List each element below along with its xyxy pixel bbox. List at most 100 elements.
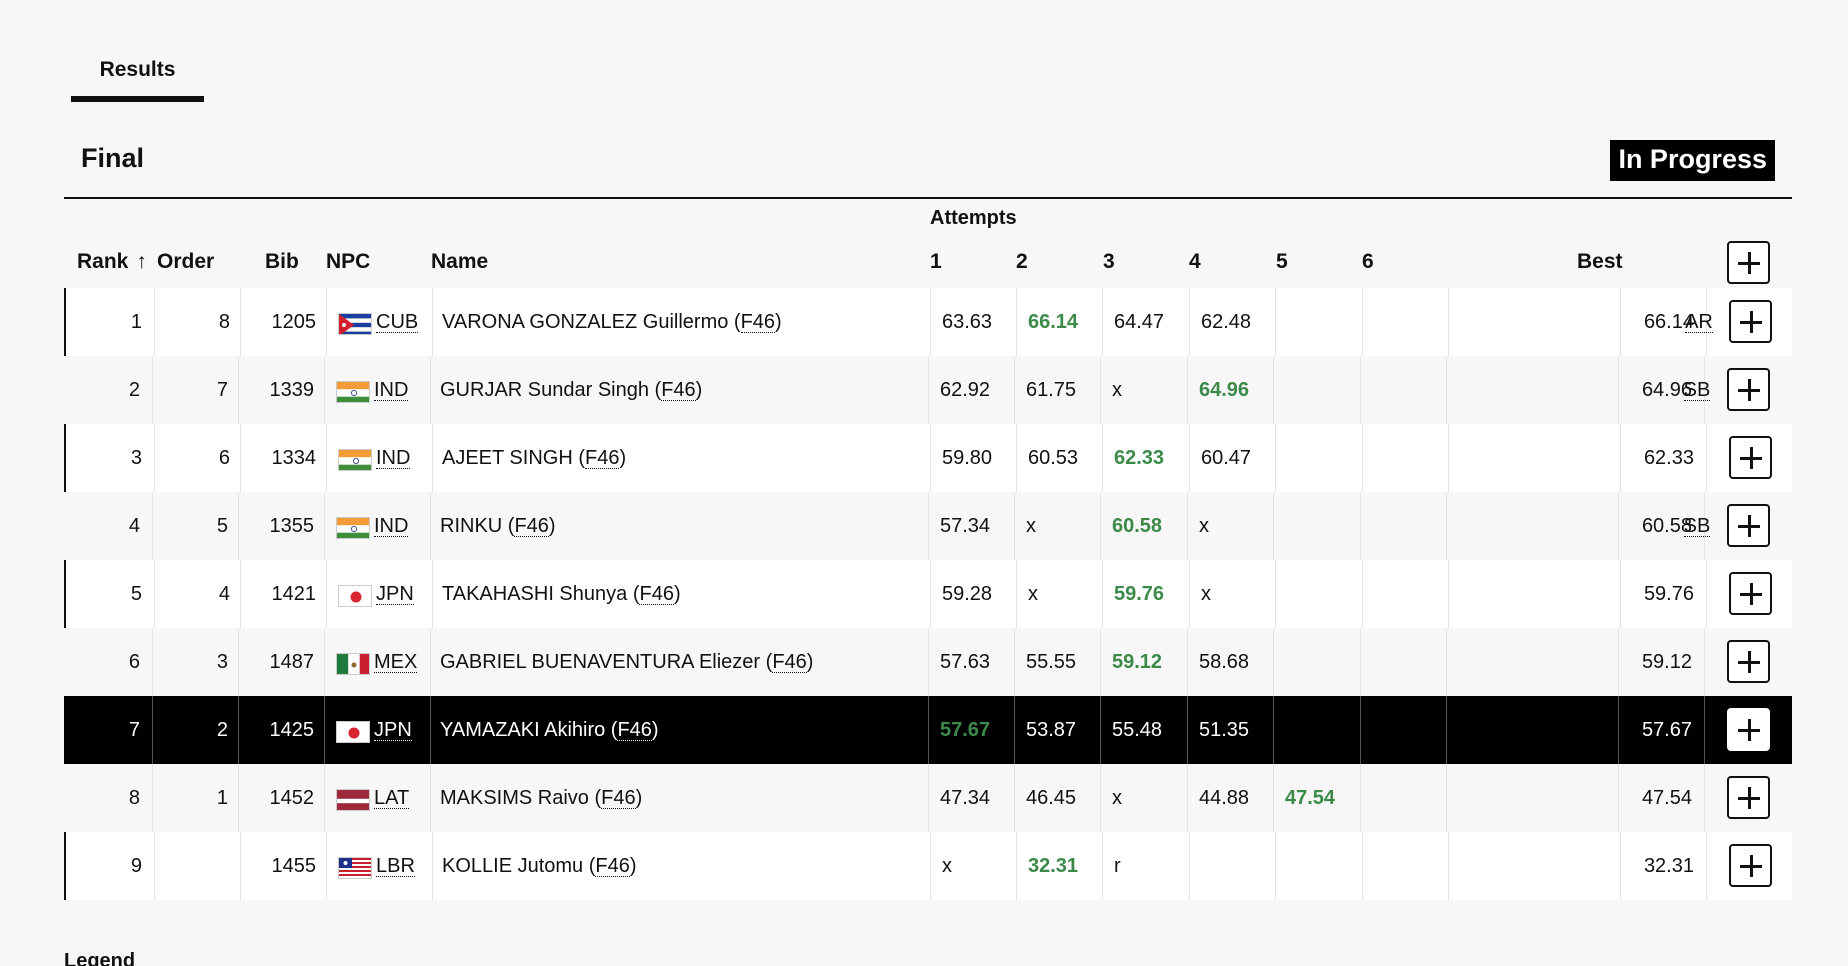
attempt-3-cell: 64.47 <box>1114 311 1165 333</box>
column-separator <box>1275 424 1276 492</box>
sport-class[interactable]: F46 <box>585 447 620 469</box>
npc-cell[interactable]: MEX <box>374 628 418 696</box>
table-row: 5 4 1421 JPN TAKAHASHI Shunya (F46) 59.28 x 59.… <box>64 560 1792 628</box>
npc-code[interactable]: JPN <box>376 583 414 605</box>
column-header-order[interactable]: Order <box>157 250 215 273</box>
best-cell: 62.33 <box>1643 447 1694 469</box>
column-separator <box>1273 628 1274 696</box>
npc-code[interactable]: IND <box>374 379 409 401</box>
column-separator <box>1187 696 1188 764</box>
column-separator <box>1014 696 1015 764</box>
npc-cell[interactable]: IND <box>374 356 409 424</box>
record-cell: SB <box>1670 356 1724 424</box>
column-separator <box>1273 356 1274 424</box>
bib-cell: 1339 <box>269 379 315 401</box>
column-header-best[interactable]: Best <box>1577 250 1623 273</box>
bib-cell: 1487 <box>269 651 315 673</box>
column-separator <box>1100 492 1101 560</box>
sport-class[interactable]: F46 <box>617 719 652 741</box>
expand-row-button[interactable] <box>1727 776 1770 819</box>
column-header-name[interactable]: Name <box>431 250 489 273</box>
npc-code[interactable]: LAT <box>374 787 410 809</box>
column-separator <box>326 424 327 492</box>
record-badge[interactable]: SB <box>1683 515 1711 537</box>
column-separator <box>1362 288 1363 356</box>
npc-cell[interactable]: IND <box>376 424 411 492</box>
cub-flag-icon <box>338 313 372 335</box>
table-row: 4 5 1355 IND RINKU (F46) 57.34 x 60.58 x 60.58 SB <box>64 492 1792 560</box>
attempt-2-cell: 55.55 <box>1026 651 1077 673</box>
npc-code[interactable]: LBR <box>376 855 415 877</box>
npc-cell[interactable]: CUB <box>376 288 419 356</box>
order-cell: 4 <box>218 583 230 605</box>
attempt-2-cell: x <box>1028 583 1038 605</box>
record-badge[interactable]: SB <box>1683 379 1711 401</box>
expand-row-button[interactable] <box>1727 504 1770 547</box>
column-separator <box>326 288 327 356</box>
npc-cell[interactable]: LBR <box>376 832 415 900</box>
order-cell: 7 <box>216 379 228 401</box>
bib-cell: 1452 <box>269 787 315 809</box>
npc-cell[interactable]: LAT <box>374 764 410 832</box>
column-separator <box>1620 832 1621 900</box>
expand-all-button[interactable] <box>1727 241 1770 284</box>
record-badge[interactable]: AR <box>1685 311 1713 333</box>
bib-cell: 1355 <box>269 515 315 537</box>
column-separator <box>930 424 931 492</box>
expand-row-button[interactable] <box>1727 640 1770 683</box>
expand-row-button[interactable] <box>1729 436 1772 479</box>
expand-row-button[interactable] <box>1729 300 1772 343</box>
table-row: 7 2 1425 JPN YAMAZAKI Akihiro (F46) 57.67 53.8… <box>64 696 1792 764</box>
npc-code[interactable]: JPN <box>374 719 412 741</box>
npc-code[interactable]: IND <box>374 515 409 537</box>
attempt-2-cell: 60.53 <box>1028 447 1079 469</box>
order-cell: 1 <box>216 787 228 809</box>
npc-cell[interactable]: JPN <box>374 696 412 764</box>
column-header-bib[interactable]: Bib <box>265 250 299 273</box>
attempt-1-cell: 57.67 <box>940 719 991 741</box>
column-separator <box>1618 492 1619 560</box>
expand-row-button[interactable] <box>1727 368 1770 411</box>
attempt-1-cell: x <box>942 855 952 877</box>
sport-class[interactable]: F46 <box>740 311 776 333</box>
sport-class[interactable]: F46 <box>661 379 696 401</box>
expand-row-button[interactable] <box>1729 844 1772 887</box>
column-header-attempt-4: 4 <box>1189 250 1201 273</box>
expand-row-button[interactable] <box>1727 708 1770 751</box>
sport-class[interactable]: F46 <box>639 583 674 605</box>
column-separator <box>240 288 241 356</box>
npc-code[interactable]: MEX <box>374 651 418 673</box>
sport-class[interactable]: F46 <box>514 515 549 537</box>
table-row: 9 1455 LBR KOLLIE Jutomu (F46) x 32.31 r 32.31 <box>64 832 1792 900</box>
tab-results[interactable]: Results <box>71 56 204 102</box>
record-cell <box>1670 628 1724 696</box>
best-cell: 60.58 <box>1641 515 1692 537</box>
npc-cell[interactable]: IND <box>374 492 409 560</box>
column-separator <box>324 628 325 696</box>
attempt-4-cell: x <box>1201 583 1211 605</box>
bib-cell: 1455 <box>271 855 317 877</box>
column-separator <box>1620 288 1621 356</box>
order-cell: 5 <box>216 515 228 537</box>
column-separator <box>1014 492 1015 560</box>
column-separator <box>1706 560 1707 628</box>
bib-cell: 1425 <box>269 719 315 741</box>
sport-class[interactable]: F46 <box>772 651 807 673</box>
column-header-rank[interactable]: Rank ↑ <box>77 250 147 274</box>
column-header-npc[interactable]: NPC <box>326 250 371 273</box>
column-separator <box>1275 832 1276 900</box>
sport-class[interactable]: F46 <box>595 855 630 877</box>
npc-cell[interactable]: JPN <box>376 560 414 628</box>
npc-code[interactable]: IND <box>376 447 411 469</box>
plus-icon <box>1737 718 1760 741</box>
table-top-divider <box>64 197 1792 199</box>
attempt-3-cell: 59.12 <box>1112 651 1163 673</box>
expand-row-button[interactable] <box>1729 572 1772 615</box>
column-separator <box>324 356 325 424</box>
rank-cell: 7 <box>128 719 140 741</box>
sport-class[interactable]: F46 <box>601 787 636 809</box>
column-separator <box>1704 492 1705 560</box>
npc-code[interactable]: CUB <box>376 311 419 333</box>
column-separator <box>1704 356 1705 424</box>
record-cell <box>1672 424 1726 492</box>
